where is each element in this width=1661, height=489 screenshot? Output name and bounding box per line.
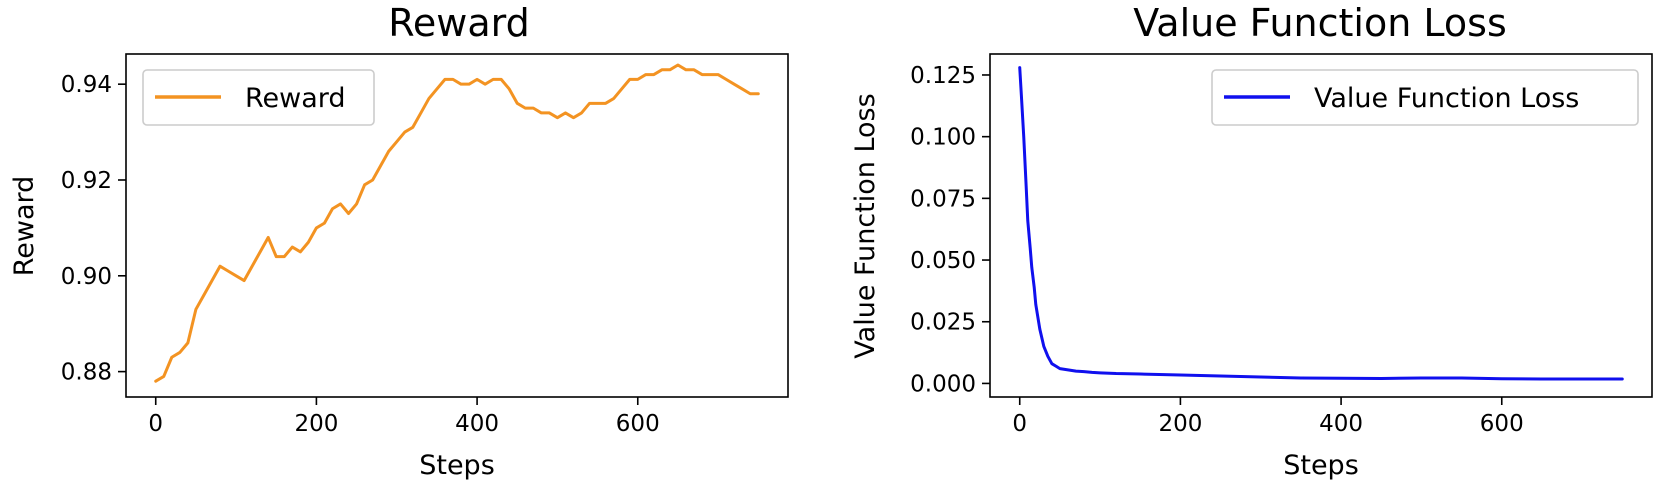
value-loss-y-tick-label: 0.050 <box>910 248 976 274</box>
reward-y-tick-label: 0.90 <box>61 264 112 290</box>
reward-y-tick-label: 0.88 <box>61 360 112 386</box>
value-loss-legend-box <box>1211 69 1639 126</box>
reward-y-axis: 0.88 0.90 0.92 0.94 <box>61 72 126 386</box>
reward-series-line <box>154 63 760 383</box>
value-loss-chart: Value Function Loss 0 200 400 600 0.000 0.02… <box>850 1 1653 481</box>
reward-y-tick-label: 0.92 <box>61 168 112 194</box>
value-loss-y-axis: 0.000 0.025 0.050 0.075 0.100 0.125 <box>910 63 990 397</box>
value-loss-legend: Value Function Loss <box>1211 69 1639 126</box>
reward-x-axis: 0 200 400 600 <box>148 397 660 437</box>
value-loss-y-tick-label: 0.100 <box>910 125 976 151</box>
value-loss-x-axis-label: Steps <box>1283 450 1359 481</box>
reward-legend: Reward <box>142 69 375 126</box>
reward-y-tick-label: 0.94 <box>61 72 112 98</box>
reward-legend-box <box>142 69 375 126</box>
reward-chart: Reward 0 200 400 600 0.88 0.90 0.92 0.94 Steps… <box>9 1 789 481</box>
value-loss-legend-label: Value Function Loss <box>1314 83 1579 114</box>
reward-legend-label: Reward <box>245 83 346 114</box>
value-loss-y-axis-label: Value Function Loss <box>850 93 881 358</box>
reward-x-tick-label: 0 <box>148 411 163 437</box>
value-loss-y-tick-label: 0.000 <box>910 371 976 397</box>
value-loss-x-tick-label: 600 <box>1480 411 1524 437</box>
value-loss-chart-title: Value Function Loss <box>1133 1 1507 45</box>
value-loss-plot-frame <box>989 53 1653 398</box>
value-loss-y-tick-label: 0.025 <box>910 310 976 336</box>
value-loss-x-axis: 0 200 400 600 <box>1012 397 1524 437</box>
reward-plot-frame <box>125 53 789 398</box>
value-loss-plot-area <box>989 53 1653 398</box>
value-loss-series-line <box>1018 66 1624 381</box>
reward-y-axis-label: Reward <box>9 176 40 277</box>
value-loss-y-tick-label: 0.075 <box>910 186 976 212</box>
reward-plot-area <box>125 53 789 398</box>
value-loss-x-tick-label: 400 <box>1319 411 1363 437</box>
reward-x-tick-label: 200 <box>294 411 338 437</box>
value-loss-x-tick-label: 200 <box>1158 411 1202 437</box>
reward-x-axis-label: Steps <box>419 450 495 481</box>
value-loss-y-tick-label: 0.125 <box>910 63 976 89</box>
value-loss-x-tick-label: 0 <box>1012 411 1027 437</box>
reward-chart-title: Reward <box>388 1 530 45</box>
reward-x-tick-label: 600 <box>616 411 660 437</box>
reward-x-tick-label: 400 <box>455 411 499 437</box>
